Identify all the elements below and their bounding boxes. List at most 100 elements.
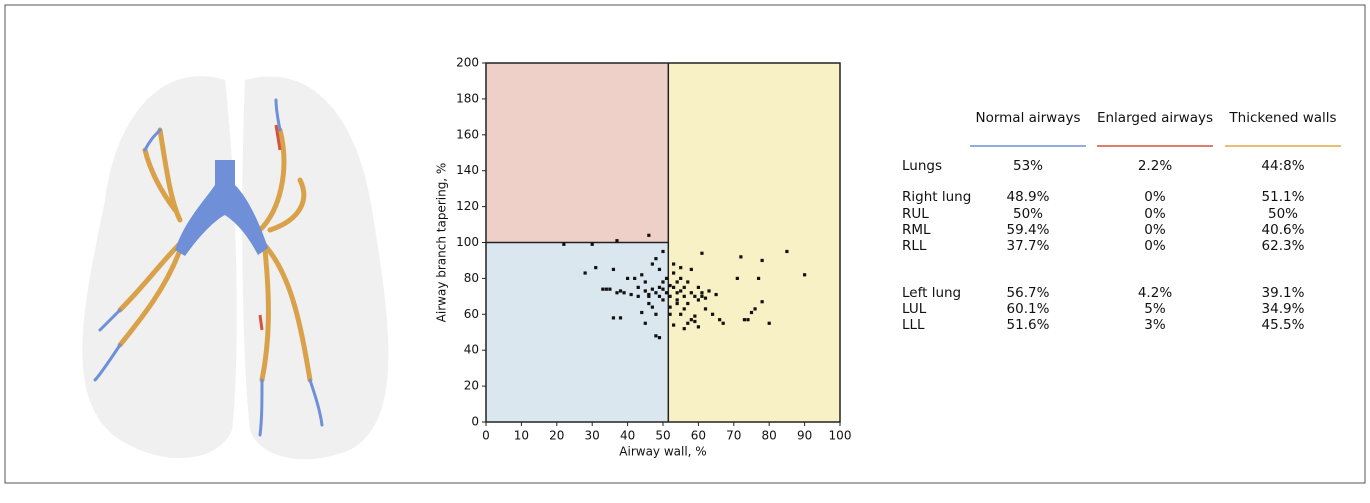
y-tick-label: 160: [456, 127, 479, 141]
region-thickened: [668, 63, 840, 422]
point: [611, 267, 616, 272]
x-tick-label: 60: [691, 429, 706, 443]
point: [640, 273, 644, 277]
point: [618, 316, 623, 320]
y-tick-label: 120: [456, 199, 479, 213]
cell: 50%: [1013, 206, 1043, 222]
row-label: RML: [902, 222, 931, 238]
row-label: LUL: [902, 301, 927, 317]
point: [710, 312, 715, 316]
point: [629, 292, 633, 297]
point: [657, 267, 662, 272]
x-tick-label: 80: [762, 429, 777, 443]
row-label: Left lung: [902, 285, 961, 301]
row-label: LLL: [902, 317, 925, 333]
y-tick-label: 60: [464, 307, 479, 321]
cell: 51.1%: [1262, 189, 1305, 205]
point: [682, 307, 686, 311]
column-header: Normal airways: [975, 110, 1080, 126]
point: [643, 321, 647, 325]
point: [689, 291, 693, 295]
point: [657, 285, 662, 289]
point: [679, 276, 683, 280]
point: [650, 262, 654, 266]
point: [594, 266, 598, 270]
point: [633, 276, 637, 280]
region-enlarged: [486, 63, 669, 243]
cell: 40.6%: [1262, 222, 1305, 238]
point: [661, 280, 665, 284]
point: [647, 301, 651, 306]
point: [675, 280, 679, 284]
point: [760, 258, 764, 263]
point: [746, 318, 750, 322]
point: [760, 300, 764, 304]
point: [679, 312, 683, 316]
x-tick-label: 40: [620, 429, 635, 443]
y-tick-label: 40: [464, 343, 479, 357]
point: [686, 301, 690, 306]
point: [803, 273, 807, 277]
point: [661, 298, 665, 302]
point: [618, 289, 623, 293]
point: [657, 294, 662, 298]
point: [696, 285, 700, 289]
point: [693, 314, 697, 318]
cell: 39.1%: [1262, 285, 1305, 301]
point: [615, 239, 619, 243]
point: [601, 287, 605, 291]
point: [672, 323, 676, 327]
point: [654, 312, 658, 316]
point: [668, 294, 672, 298]
x-axis-label: Airway wall, %: [619, 445, 706, 459]
point: [643, 289, 647, 293]
y-tick-label: 180: [456, 91, 479, 105]
point: [661, 287, 665, 291]
cell: 62.3%: [1262, 238, 1305, 254]
cell: 5%: [1144, 301, 1166, 317]
x-tick-label: 100: [829, 429, 852, 443]
cell: 48.9%: [1007, 189, 1050, 205]
point: [682, 294, 686, 298]
y-tick-label: 80: [464, 271, 479, 285]
point: [679, 289, 683, 293]
row-label: RUL: [902, 206, 929, 222]
column-header: Thickened walls: [1228, 110, 1336, 126]
cell: 0%: [1144, 222, 1166, 238]
point: [661, 249, 665, 254]
cell: 34.9%: [1262, 301, 1305, 317]
x-tick-label: 10: [514, 429, 529, 443]
point: [608, 287, 612, 291]
point: [668, 283, 672, 288]
cell: 2.2%: [1138, 158, 1172, 174]
cell: 3%: [1144, 317, 1166, 333]
point: [700, 291, 704, 295]
cell: 4.2%: [1138, 285, 1172, 301]
y-tick-label: 200: [456, 56, 479, 70]
point: [650, 287, 654, 291]
point: [785, 249, 789, 254]
point: [696, 298, 700, 302]
point: [679, 266, 683, 270]
point: [686, 280, 690, 284]
point: [650, 305, 654, 309]
point: [693, 294, 697, 298]
point: [611, 316, 616, 320]
point: [696, 325, 700, 329]
point: [643, 280, 647, 284]
cell: 44:8%: [1261, 158, 1304, 174]
point: [686, 321, 690, 325]
cell: 56.7%: [1007, 285, 1050, 301]
point: [604, 287, 608, 291]
point: [693, 319, 697, 324]
point: [654, 257, 658, 261]
point: [647, 233, 651, 237]
point: [647, 294, 651, 298]
point: [767, 321, 771, 325]
point: [664, 291, 669, 295]
point: [654, 291, 658, 295]
point: [756, 276, 761, 280]
point: [562, 242, 566, 246]
point: [753, 307, 757, 311]
